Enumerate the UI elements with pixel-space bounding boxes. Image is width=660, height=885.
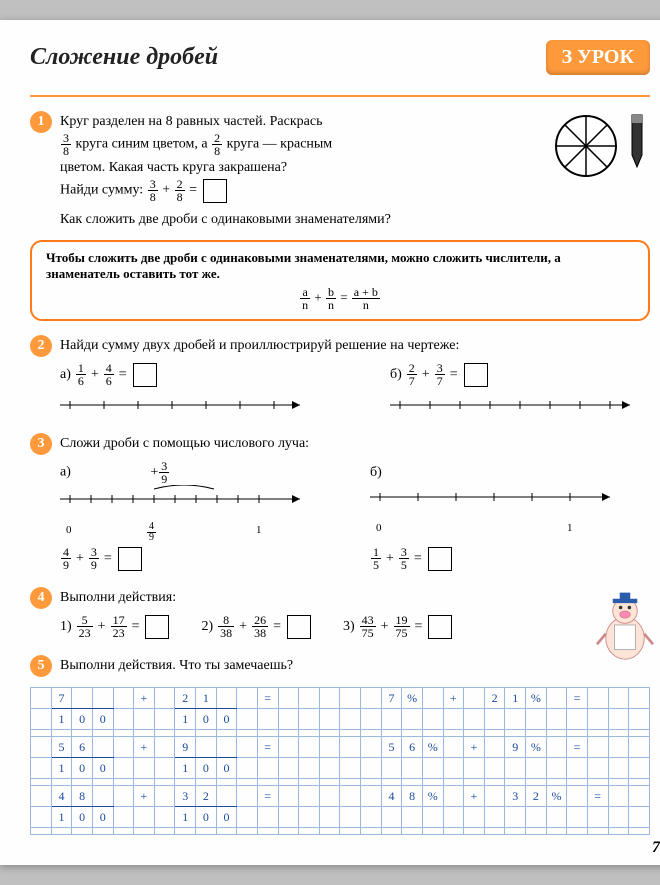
number-line <box>370 483 610 513</box>
answer-box[interactable] <box>145 615 169 639</box>
answer-box[interactable] <box>133 363 157 387</box>
result-a: 49+ 39= <box>60 546 340 571</box>
task-5: 5 Выполни действия. Что ты замечаешь? <box>30 655 650 677</box>
page-number: 7 <box>652 839 660 857</box>
answer-box[interactable] <box>287 615 311 639</box>
text: Выполни действия. Что ты замечаешь? <box>60 658 293 673</box>
text: Сложи дроби с помощью числового луча: <box>60 436 309 451</box>
text: Найди сумму: <box>60 183 147 198</box>
fraction: 28 <box>212 132 222 157</box>
subtask-row: 1) 523+ 1723= 2) 838+ 2638= 3) 4375+ 197… <box>60 614 650 639</box>
task-number: 1 <box>30 111 52 133</box>
fraction: 37 <box>435 362 445 387</box>
task-4: 4 Выполни действия: 1) 523+ 1723= 2) 838… <box>30 587 650 645</box>
text: Найди сумму двух дробей и проиллюстрируй… <box>60 338 459 353</box>
label: 1) <box>60 616 72 637</box>
fraction: 1975 <box>394 614 410 639</box>
task-body: Выполни действия. Что ты замечаешь? <box>60 655 650 676</box>
task-number: 3 <box>30 433 52 455</box>
rule-text: Чтобы сложить две дроби с одинаковыми зн… <box>46 250 634 282</box>
label: 3) <box>343 616 355 637</box>
label: а) <box>60 364 71 385</box>
fraction: 49 <box>147 522 156 543</box>
text: Выполни действия: <box>60 590 176 605</box>
task-3: 3 Сложи дроби с помощью числового луча: … <box>30 433 650 577</box>
task-number: 5 <box>30 655 52 677</box>
fraction: 838 <box>218 614 234 639</box>
text: круга синим цветом, а <box>76 137 212 152</box>
subtask-b: б) 0 1 <box>370 462 650 520</box>
task-number: 2 <box>30 335 52 357</box>
task-body: Найди сумму двух дробей и проиллюстрируй… <box>60 335 660 423</box>
answer-box[interactable] <box>428 615 452 639</box>
result-row: 49+ 39= 15+ 35= <box>60 546 650 571</box>
tick-label: 0 <box>376 520 382 537</box>
answer-box[interactable] <box>428 547 452 571</box>
task-number: 4 <box>30 587 52 609</box>
fraction: 4375 <box>360 614 376 639</box>
fraction: an <box>300 286 310 311</box>
question: Как сложить две дроби с одинаковыми знам… <box>60 209 543 230</box>
fraction: 39 <box>89 546 99 571</box>
answer-box[interactable] <box>203 179 227 203</box>
answer-box[interactable] <box>464 363 488 387</box>
fraction: 523 <box>77 614 93 639</box>
label: б) <box>370 465 382 480</box>
text: круга — красным <box>227 137 333 152</box>
number-lines <box>60 393 660 417</box>
lesson-badge: З УРОК <box>546 40 650 75</box>
number-line <box>390 393 660 417</box>
answer-box[interactable] <box>118 547 142 571</box>
fraction: bn <box>326 286 336 311</box>
task-1: 1 Круг разделен на 8 равных частей. Раск… <box>30 111 650 230</box>
tick-label: 1 <box>256 522 262 539</box>
number-line <box>60 485 300 515</box>
tick-label: 1 <box>567 520 573 537</box>
subtask-b: б) 27+ 37= <box>390 362 660 387</box>
fraction: 28 <box>175 178 185 203</box>
subtask-a: а) +39 0 49 1 <box>60 460 340 522</box>
circle-diagram <box>551 111 651 186</box>
divider <box>30 95 650 97</box>
grid-table[interactable]: 7+21=7% + 21% =10010056+9=56% + 9% =1001… <box>30 687 650 835</box>
task-2: 2 Найди сумму двух дробей и проиллюстрир… <box>30 335 650 423</box>
text: Круг разделен на 8 равных частей. Раскра… <box>60 114 322 129</box>
subtask-row: а) 16+ 46= б) 27+ 37= <box>60 362 660 387</box>
fraction: 2638 <box>252 614 268 639</box>
fraction: 15 <box>371 546 381 571</box>
page: Сложение дробей З УРОК 1 Круг разделен н… <box>0 20 660 865</box>
label: 2) <box>201 616 213 637</box>
page-title: Сложение дробей <box>30 44 218 71</box>
part-1: 1) 523+ 1723= <box>60 614 171 639</box>
text: цветом. Какая часть круга закрашена? <box>60 160 287 175</box>
fraction: 16 <box>76 362 86 387</box>
part-2: 2) 838+ 2638= <box>201 614 312 639</box>
fraction: 46 <box>104 362 114 387</box>
task-body: Выполни действия: 1) 523+ 1723= 2) 838+ … <box>60 587 650 645</box>
subtask-a: а) 16+ 46= <box>60 362 360 387</box>
label: а) <box>60 465 71 480</box>
task-body: Сложи дроби с помощью числового луча: а)… <box>60 433 650 577</box>
tick-label: 0 <box>66 522 72 539</box>
pie-icon <box>551 111 621 181</box>
rule-box: Чтобы сложить две дроби с одинаковыми зн… <box>30 240 650 321</box>
rule-formula: an + bn = a + bn <box>46 286 634 311</box>
fraction: 1723 <box>111 614 127 639</box>
part-3: 3) 4375+ 1975= <box>343 614 454 639</box>
task-body: Круг разделен на 8 равных частей. Раскра… <box>60 111 543 230</box>
piglet-icon <box>590 590 660 669</box>
fraction: 39 <box>159 460 169 485</box>
fraction: a + bn <box>352 286 380 311</box>
result-b: 15+ 35= <box>370 546 650 571</box>
header: Сложение дробей З УРОК <box>30 40 650 75</box>
fraction: 38 <box>61 132 71 157</box>
fraction: 27 <box>407 362 417 387</box>
number-line <box>60 393 360 417</box>
subtask-row: а) +39 0 49 1 б) <box>60 460 650 522</box>
fraction: 49 <box>61 546 71 571</box>
fraction: 35 <box>399 546 409 571</box>
fraction: 38 <box>148 178 158 203</box>
pencil-icon <box>624 111 650 171</box>
label: б) <box>390 364 402 385</box>
